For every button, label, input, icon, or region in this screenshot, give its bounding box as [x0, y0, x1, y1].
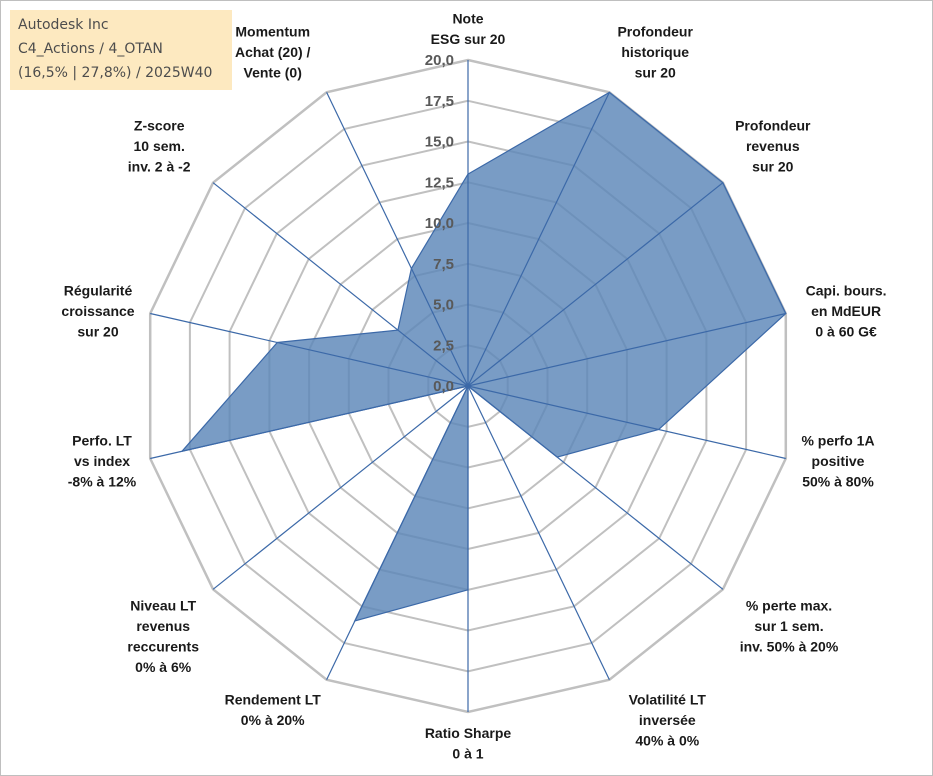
axis-spoke: [326, 92, 469, 387]
axis-label: Régularité croissance sur 20: [61, 282, 134, 339]
tick-label: 10,0: [425, 215, 454, 232]
info-stats: (16,5% | 27,8%) / 2025W40: [18, 65, 213, 81]
tick-label: 20,0: [425, 52, 454, 69]
axis-spoke: [467, 385, 724, 590]
axis-label: Momentum Achat (20) / Vente (0): [235, 24, 311, 81]
tick-label: 15,0: [425, 134, 454, 151]
axis-spoke: [467, 312, 786, 387]
axis-spoke: [467, 385, 610, 680]
tick-label: 5,0: [433, 297, 454, 314]
axis-spoke: [326, 385, 469, 680]
info-company-name: Autodesk Inc: [18, 17, 109, 33]
axis-spoke: [467, 92, 610, 387]
axis-label: Note ESG sur 20: [431, 11, 506, 48]
axis-label: Perfo. LT vs index -8% à 12%: [68, 433, 137, 490]
axis-spoke: [150, 385, 469, 460]
axis-spoke: [467, 385, 786, 460]
axis-spoke: [467, 182, 724, 387]
tick-label: 0,0: [433, 378, 454, 395]
info-category: C4_Actions / 4_OTAN: [18, 41, 163, 57]
axis-label: Profondeur revenus sur 20: [735, 117, 811, 174]
axis-label: Niveau LT revenus reccurents 0% à 6%: [127, 598, 199, 676]
axis-label: Capi. bours. en MdEUR 0 à 60 G€: [806, 282, 887, 339]
axis-label: % perte max. sur 1 sem. inv. 50% à 20%: [740, 598, 839, 655]
axis-label: Profondeur historique sur 20: [617, 24, 693, 81]
info-box: Autodesk Inc C4_Actions / 4_OTAN (16,5% …: [10, 10, 232, 90]
axis-label: Rendement LT 0% à 20%: [225, 692, 322, 729]
axis-spoke: [150, 312, 469, 387]
tick-label: 12,5: [425, 174, 454, 191]
axis-label: Ratio Sharpe 0 à 1: [425, 725, 512, 762]
tick-label: 2,5: [433, 337, 454, 354]
tick-label: 17,5: [425, 93, 454, 110]
axis-spoke: [212, 385, 469, 590]
axis-label: % perfo 1A positive 50% à 80%: [801, 433, 874, 490]
axis-spoke: [212, 182, 469, 387]
axis-label: Z-score 10 sem. inv. 2 à -2: [128, 117, 191, 174]
axis-label: Volatilité LT inversée 40% à 0%: [629, 692, 707, 749]
tick-label: 7,5: [433, 256, 454, 273]
